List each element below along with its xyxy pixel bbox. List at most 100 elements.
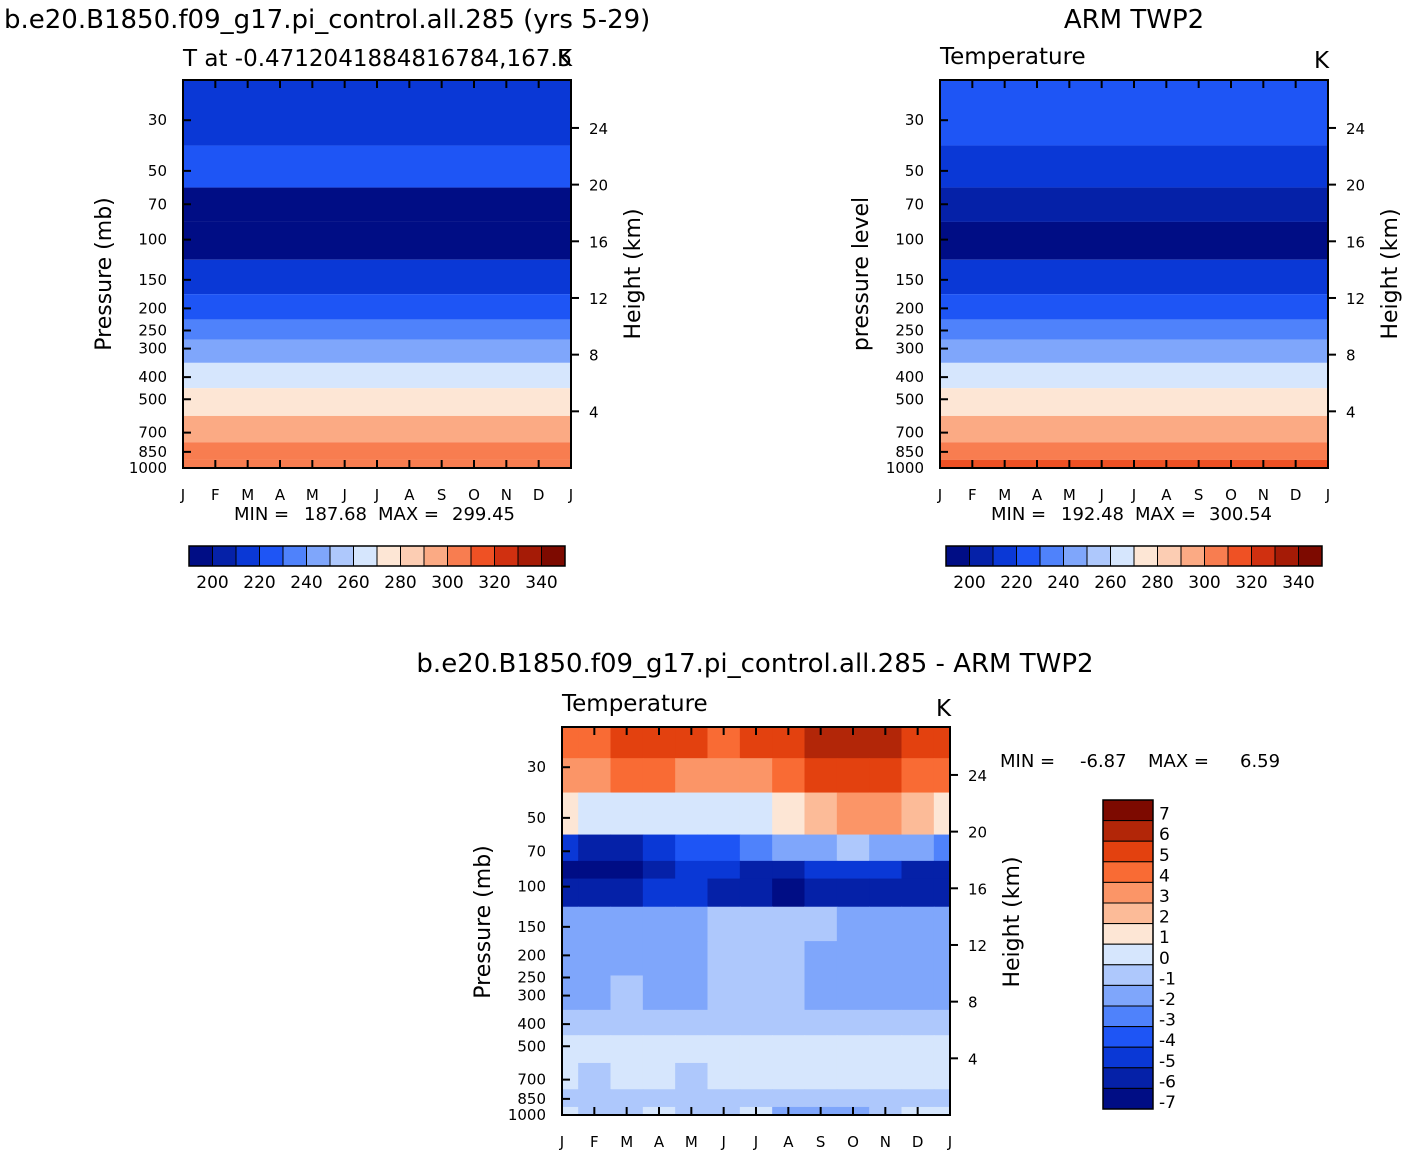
panel-obs-band xyxy=(940,294,1328,320)
panel-diff-cell xyxy=(562,792,579,836)
panel-diff-cell xyxy=(739,975,773,1011)
panel-diff-cell xyxy=(836,860,870,880)
panel-diff-month-label: A xyxy=(654,1133,665,1151)
panel-obs-month-label: M xyxy=(998,486,1011,504)
panel-obs-colorbar-swatch xyxy=(1039,545,1064,567)
panel-obs-pressure-label: 1000 xyxy=(886,459,924,477)
panel-model-pressure-label: 200 xyxy=(138,299,167,317)
panel-diff-colorbar-label: 2 xyxy=(1159,908,1170,928)
panel-model-pressure-label: 1000 xyxy=(129,459,167,477)
panel-diff-cell xyxy=(610,792,644,836)
panel-model-title: b.e20.B1850.f09_g17.pi_control.all.285 (… xyxy=(4,5,650,35)
panel-model-colorbar-swatch xyxy=(400,545,425,567)
panel-diff-cell xyxy=(933,878,951,908)
panel-obs-band xyxy=(940,145,1328,188)
panel-model-band xyxy=(183,80,571,146)
panel-diff-colorbar-swatch xyxy=(1102,902,1154,925)
panel-diff-cell xyxy=(562,941,579,977)
panel-obs-colorbar-swatch xyxy=(1157,545,1182,567)
panel-diff-cell xyxy=(836,834,870,862)
panel-model-colorbar: 200 220 240 260 280 300 320 340 xyxy=(188,545,566,593)
panel-diff-cell xyxy=(869,975,903,1011)
panel-diff: b.e20.B1850.f09_g17.pi_control.all.285 -… xyxy=(416,649,1280,1151)
panel-model-band xyxy=(183,145,571,188)
panel-diff-pressure-label: 700 xyxy=(517,1071,546,1089)
panel-diff-cell xyxy=(739,906,773,942)
panel-diff-colorbar-label: -2 xyxy=(1159,990,1176,1010)
panel-model-band xyxy=(183,362,571,389)
panel-diff-cell xyxy=(610,1009,644,1036)
panel-diff-month-label: A xyxy=(783,1133,794,1151)
panel-diff-pressure-label: 100 xyxy=(517,878,546,896)
panel-diff-cell xyxy=(869,834,903,862)
panel-diff-cell xyxy=(675,941,709,977)
panel-diff-cell xyxy=(933,758,951,794)
panel-diff-month-label: J xyxy=(753,1133,758,1151)
panel-diff-pressure-label: 50 xyxy=(527,809,546,827)
panel-diff-cell xyxy=(707,878,741,908)
panel-model-height-label: 12 xyxy=(589,290,608,308)
panel-diff-colorbar-swatch xyxy=(1102,1067,1154,1089)
panel-diff-pressure-label: 150 xyxy=(517,918,546,936)
panel-diff-colorbar-swatch xyxy=(1102,964,1154,986)
panel-model-subtitle: T at -0.4712041884816784,167.5 xyxy=(182,46,572,72)
panel-obs-pressure-label: 300 xyxy=(895,340,924,358)
panel-obs-y2label: Height (km) xyxy=(1378,208,1403,339)
panel-diff-cell xyxy=(901,941,935,977)
panel-diff-cell xyxy=(869,1062,903,1090)
panel-obs-colorbar: 200 220 240 260 280 300 320 340 xyxy=(945,545,1323,593)
panel-diff-cell xyxy=(578,975,612,1011)
panel-diff-cell xyxy=(901,1009,935,1036)
panel-diff-cell xyxy=(804,975,838,1011)
panel-diff-height-label: 4 xyxy=(968,1050,978,1068)
panel-diff-cell xyxy=(836,1062,870,1090)
panel-obs-pressure-label: 150 xyxy=(895,271,924,289)
panel-obs-height-label: 16 xyxy=(1346,233,1365,251)
panel-diff-pressure-label: 500 xyxy=(517,1037,546,1055)
panel-diff-colorbar-swatch xyxy=(1102,984,1154,1007)
panel-obs-colorbar-swatch xyxy=(1298,545,1323,567)
panel-obs-pressure-label: 500 xyxy=(895,390,924,408)
panel-diff-cell xyxy=(804,878,838,908)
panel-diff-cell xyxy=(707,1009,741,1036)
panel-diff-colorbar-label: -5 xyxy=(1159,1052,1176,1072)
panel-diff-cell xyxy=(739,1035,773,1064)
panel-diff-cell xyxy=(707,834,741,862)
panel-diff-colorbar-swatch xyxy=(1102,1087,1154,1110)
panel-diff-cell xyxy=(901,860,935,880)
panel-model-colorbar-swatch xyxy=(447,545,472,567)
panel-obs-pressure-label: 250 xyxy=(895,322,924,340)
panel-model-colorbar-label: 300 xyxy=(431,573,463,593)
panel-diff-cell xyxy=(675,758,709,794)
panel-model-height-label: 4 xyxy=(589,403,599,421)
panel-model-pressure-label: 300 xyxy=(138,340,167,358)
panel-diff-cell xyxy=(933,834,951,862)
panel-diff-colorbar-swatch xyxy=(1102,799,1154,822)
panel-diff-cell xyxy=(772,1062,806,1090)
panel-diff-cell xyxy=(836,792,870,836)
panel-model-band xyxy=(183,388,571,416)
panel-diff-cell xyxy=(578,758,612,794)
panel-diff-cell xyxy=(675,1062,709,1090)
panel-obs-colorbar-label: 200 xyxy=(953,573,985,593)
panel-obs-pressure-label: 700 xyxy=(895,424,924,442)
panel-obs-band xyxy=(940,221,1328,260)
panel-model-colorbar-swatch xyxy=(376,545,401,567)
panel-obs-month-label: M xyxy=(1063,486,1076,504)
panel-obs-max-label: MAX = xyxy=(1135,504,1196,525)
panel-obs-colorbar-label: 300 xyxy=(1188,573,1220,593)
panel-model-max-label: MAX = xyxy=(378,504,439,525)
panel-diff-cell xyxy=(707,906,741,942)
panel-obs-month-label: D xyxy=(1290,486,1302,504)
panel-diff-cell xyxy=(933,1089,951,1108)
panel-diff-cell xyxy=(869,1035,903,1064)
panel-diff-colorbar-label: 3 xyxy=(1159,887,1170,907)
panel-model-month-label: O xyxy=(468,486,480,504)
panel-model-pressure-label: 250 xyxy=(138,322,167,340)
panel-obs-subtitle: Temperature xyxy=(939,44,1086,70)
panel-obs-month-label: J xyxy=(1131,486,1136,504)
panel-diff-cell xyxy=(772,975,806,1011)
panel-diff-cell xyxy=(804,834,838,862)
